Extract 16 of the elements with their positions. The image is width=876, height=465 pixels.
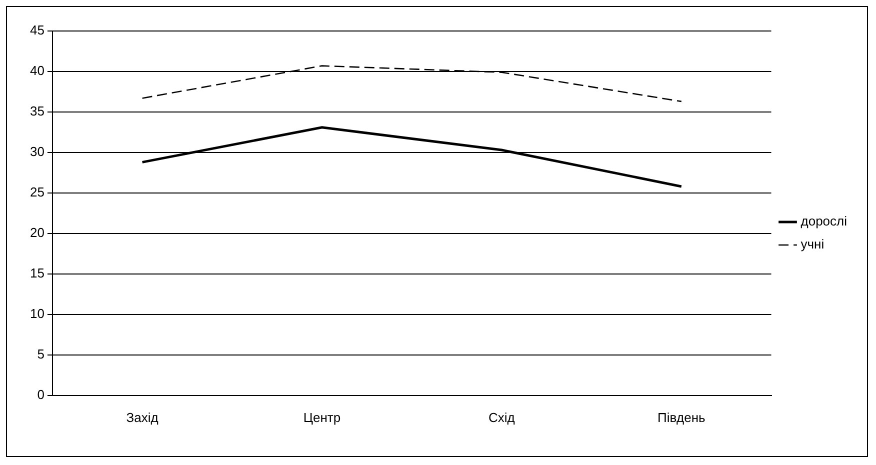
y-tick-label: 20 [30, 225, 44, 240]
y-tick-label: 30 [30, 144, 44, 160]
y-tick-label: 5 [37, 346, 44, 362]
x-tick-label: Захід [126, 410, 159, 425]
x-tick-label: Центр [303, 410, 341, 425]
y-tick-label: 15 [30, 266, 44, 281]
legend-label: дорослі [800, 214, 848, 229]
y-tick-label: 10 [30, 306, 44, 321]
y-tick-label: 40 [30, 63, 44, 78]
y-tick-label: 45 [30, 22, 44, 38]
x-tick-label: Південь [658, 410, 706, 425]
legend-label: учні [800, 236, 824, 252]
x-tick-label: Схід [488, 410, 516, 425]
y-tick-label: 25 [30, 184, 44, 200]
y-tick-label: 35 [30, 104, 44, 119]
y-tick-label: 0 [37, 386, 44, 402]
